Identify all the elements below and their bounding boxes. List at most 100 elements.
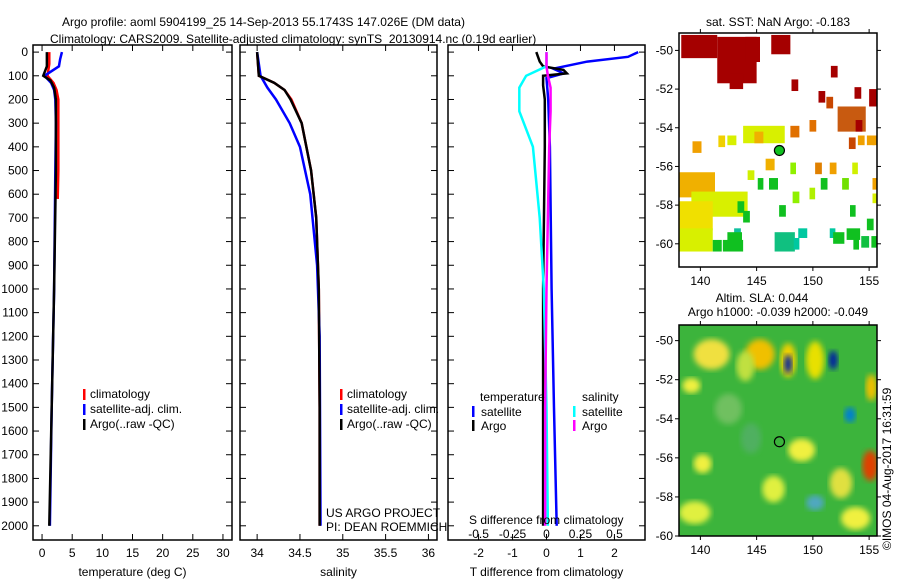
sla-anomaly xyxy=(829,468,853,499)
legend-label: climatology xyxy=(347,387,407,401)
sst-cell xyxy=(866,135,875,146)
x-axis-label: T difference from climatology xyxy=(470,565,624,579)
lat-tick-label: -50 xyxy=(656,334,674,348)
sla-anomaly xyxy=(693,454,712,474)
sst-cell xyxy=(729,73,744,90)
sla-anomaly xyxy=(679,501,711,524)
x2-tick-label: 0.5 xyxy=(606,527,623,541)
depth-tick-label: 500 xyxy=(8,164,28,178)
depth-tick-label: 1600 xyxy=(1,424,28,438)
x-tick-label: 0 xyxy=(39,546,46,560)
map-frame xyxy=(678,32,878,268)
temperature-panel: 0 5 10 15 20 25 30 temperature (deg C) 0 100 200 30… xyxy=(1,44,233,579)
legend-title-temperature: temperature xyxy=(480,390,545,404)
sst-cell xyxy=(679,201,713,231)
profile-line-argo-raw-qc- xyxy=(41,52,58,526)
lon-tick-label: 150 xyxy=(803,543,823,557)
x-tick-label: 35.5 xyxy=(374,546,398,560)
sst-cell xyxy=(871,236,877,248)
sst-cell xyxy=(727,232,742,244)
legend-swatch xyxy=(340,389,343,400)
sst-cell xyxy=(848,137,856,150)
sst-cell xyxy=(830,65,838,78)
profile-line-s-argo xyxy=(543,52,552,526)
depth-tick-label: 1800 xyxy=(1,471,28,485)
sst-cell xyxy=(793,237,800,250)
depth-tick-label: 200 xyxy=(8,92,28,106)
sla-anomaly xyxy=(862,450,877,481)
sst-cell xyxy=(792,191,800,204)
profile-line-satellite-adj-clim- xyxy=(255,51,322,526)
lat-tick-label: -54 xyxy=(656,412,674,426)
sla-anomaly xyxy=(788,438,816,462)
legend-label: Argo(..raw -QC) xyxy=(347,417,432,431)
sst-cell xyxy=(743,125,785,144)
sst-cell xyxy=(854,87,862,99)
sst-cell xyxy=(712,239,722,252)
legend-label: climatology xyxy=(90,387,150,401)
sst-cell xyxy=(745,36,760,63)
sla-anomaly xyxy=(714,393,743,425)
salinity-panel: 34 34.5 35 35.5 36 salinity climatologysatelli… xyxy=(239,44,447,579)
legend-swatch xyxy=(573,420,576,431)
sst-cell xyxy=(774,232,795,252)
sst-cell xyxy=(846,228,861,240)
depth-tick-label: 1200 xyxy=(1,329,28,343)
depth-tick-label: 900 xyxy=(8,258,28,272)
sst-cell xyxy=(852,162,858,175)
sst-cell xyxy=(857,135,865,146)
lat-tick-label: -54 xyxy=(656,121,674,135)
sst-cell xyxy=(872,135,877,146)
sst-cell xyxy=(869,89,877,107)
depth-tick-label: 0 xyxy=(21,45,28,59)
sla-anomaly xyxy=(682,377,701,394)
x-tick-label: 20 xyxy=(156,546,170,560)
x-tick-label: 15 xyxy=(126,546,140,560)
sst-cell xyxy=(757,178,764,190)
figure-title-line1: Argo profile: aoml 5904199_25 14-Sep-201… xyxy=(62,15,465,29)
x-tick-label: 1 xyxy=(577,546,584,560)
x2-tick-label: 0 xyxy=(543,527,550,541)
lat-tick-label: -56 xyxy=(656,159,674,173)
x-tick-label: 5 xyxy=(69,546,76,560)
sst-cell xyxy=(829,228,836,238)
sst-cell xyxy=(754,131,764,144)
sst-map-panel: 140 145 150 155 -50 -52 -54 -56 -58 -60 sat. SST: … xyxy=(656,15,881,288)
sst-cell xyxy=(743,210,750,223)
x-tick-label: 34 xyxy=(250,546,264,560)
profile-line-climatology xyxy=(46,52,60,199)
lon-tick-label: 140 xyxy=(690,274,710,288)
sst-cell xyxy=(872,193,877,204)
sst-cell xyxy=(771,34,791,55)
legend-title-salinity: salinity xyxy=(582,390,619,404)
legend-label: Argo(..raw -QC) xyxy=(90,417,175,431)
x-axis-label: temperature (deg C) xyxy=(78,565,186,579)
depth-tick-label: 100 xyxy=(8,69,28,83)
sla-anomaly xyxy=(828,350,838,370)
lon-tick-label: 155 xyxy=(859,543,879,557)
lat-tick-label: -58 xyxy=(656,198,674,212)
sst-map-title: sat. SST: NaN Argo: -0.183 xyxy=(706,15,850,29)
sla-anomaly xyxy=(865,374,877,401)
x-tick-label: 35 xyxy=(336,546,350,560)
depth-tick-label: 600 xyxy=(8,187,28,201)
lat-tick-label: -52 xyxy=(656,82,674,96)
sla-title-line1: Altim. SLA: 0.044 xyxy=(716,291,809,305)
sst-cell xyxy=(681,34,718,59)
sst-cell xyxy=(790,125,800,138)
depth-tick-label: 1300 xyxy=(1,353,28,367)
sla-anomaly xyxy=(844,407,856,423)
legend-swatch xyxy=(340,404,343,415)
sst-cell xyxy=(815,162,822,175)
legend-swatch xyxy=(83,419,86,430)
legend-swatch xyxy=(340,419,343,430)
secondary-axis-label: S difference from climatology xyxy=(469,513,624,527)
x-tick-label: 0 xyxy=(543,546,550,560)
legend-label: Argo xyxy=(582,419,608,433)
profile-line-argo-raw-qc- xyxy=(255,52,321,526)
depth-tick-label: 1700 xyxy=(1,448,28,462)
lat-tick-label: -60 xyxy=(656,237,674,251)
legend-label: satellite-adj. clim. xyxy=(90,402,182,416)
x-tick-label: 2 xyxy=(611,546,618,560)
